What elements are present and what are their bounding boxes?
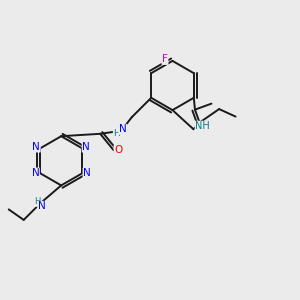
Text: N: N xyxy=(119,124,127,134)
Text: H: H xyxy=(34,197,40,206)
Text: N: N xyxy=(32,168,39,178)
Text: N: N xyxy=(83,168,91,178)
Text: O: O xyxy=(114,145,122,155)
Text: H: H xyxy=(113,129,120,138)
Text: F: F xyxy=(162,54,168,64)
Text: NH: NH xyxy=(195,121,210,131)
Text: N: N xyxy=(38,201,46,212)
Text: N: N xyxy=(82,142,90,152)
Text: N: N xyxy=(32,142,40,152)
